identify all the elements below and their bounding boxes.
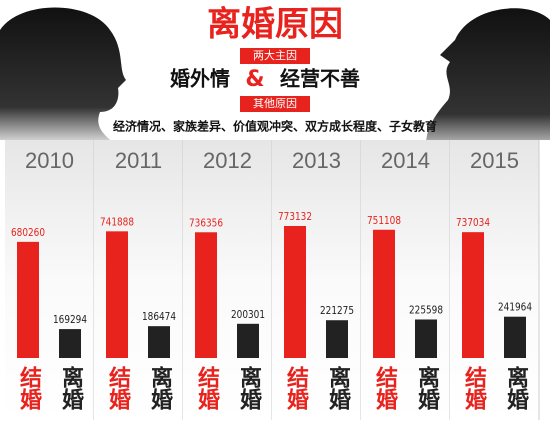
connector: &: [245, 67, 264, 92]
value-label: 751108: [367, 214, 401, 227]
bar: [17, 241, 39, 358]
bar: [415, 319, 437, 358]
main-cause: 婚外情: [170, 67, 230, 91]
legend-label: 离婚: [147, 365, 173, 411]
bar: [195, 232, 217, 358]
title: 离婚原因: [207, 5, 343, 45]
legend-label: 结婚: [194, 365, 220, 411]
bar: [284, 226, 306, 358]
x-tick-label: 2014: [381, 148, 430, 173]
label-box: [240, 96, 310, 112]
value-label: 736356: [189, 216, 223, 229]
x-tick-label: 2010: [25, 148, 74, 173]
legend-label: 结婚: [105, 365, 131, 411]
value-label: 737034: [456, 216, 490, 229]
value-label: 680260: [11, 226, 45, 239]
silhouette-left: [0, 7, 126, 150]
legend-label: 离婚: [325, 365, 351, 411]
bar: [237, 323, 259, 358]
bar: [148, 326, 170, 358]
value-label: 186474: [142, 310, 176, 323]
value-label: 169294: [53, 313, 87, 326]
bar: [59, 329, 81, 358]
label-box: [240, 48, 310, 64]
bar: [504, 316, 526, 358]
bar: [326, 320, 348, 358]
legend-label: 离婚: [503, 365, 529, 411]
value-label: 741888: [100, 215, 134, 228]
other-causes: 经济情况、家族差异、价值观冲突、双方成长程度、子女教育: [113, 119, 437, 134]
legend-label: 结婚: [372, 365, 398, 411]
value-label: 225598: [409, 303, 443, 316]
x-tick-label: 2011: [115, 148, 162, 173]
value-label: 773132: [278, 210, 312, 223]
main-cause: 经营不善: [280, 67, 360, 91]
legend-label: 结婚: [283, 365, 309, 411]
x-tick-label: 2013: [292, 148, 341, 173]
silhouette-right: [426, 8, 550, 161]
bar: [462, 232, 484, 358]
value-label: 221275: [320, 304, 354, 317]
x-tick-label: 2012: [203, 148, 252, 173]
legend-label: 离婚: [236, 365, 262, 411]
legend-label: 结婚: [16, 365, 42, 411]
bar: [373, 229, 395, 358]
value-label: 200301: [231, 308, 265, 321]
value-label: 241964: [498, 301, 532, 314]
main-causes-label: 两大主因: [253, 48, 297, 62]
legend-label: 结婚: [461, 365, 487, 411]
legend-label: 离婚: [414, 365, 440, 411]
bar: [106, 231, 128, 358]
x-tick-label: 2015: [470, 148, 519, 173]
other-causes-label: 其他原因: [253, 97, 297, 110]
legend-label: 离婚: [58, 365, 84, 411]
